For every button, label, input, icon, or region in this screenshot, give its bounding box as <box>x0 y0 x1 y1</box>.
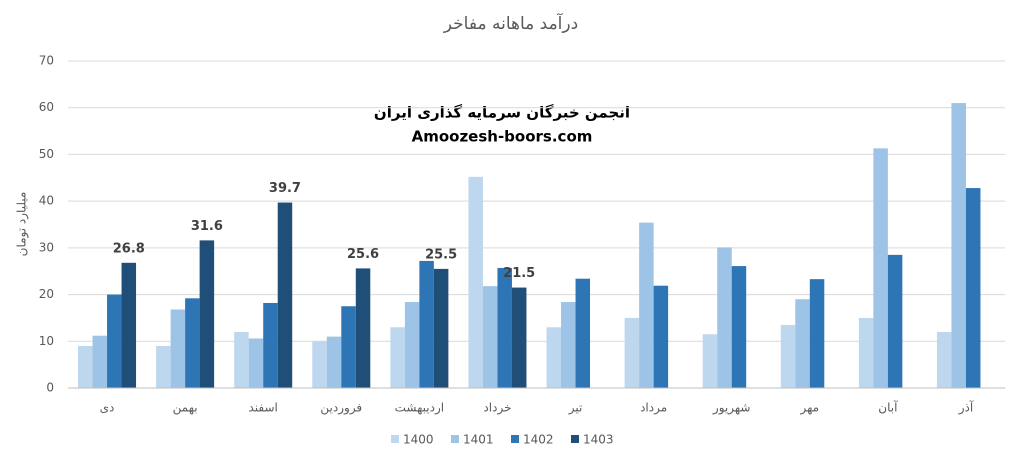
bar <box>326 336 342 388</box>
bar <box>717 247 732 388</box>
data-label: 39.7 <box>269 181 301 196</box>
watermark: Amoozesh-boors.com <box>412 128 593 146</box>
bar <box>951 103 966 389</box>
bar <box>936 331 952 388</box>
x-tick-label: بهمن <box>173 401 198 416</box>
chart-title: درآمد ماهانه مفاخر <box>443 12 578 34</box>
bar <box>312 341 327 388</box>
y-axis-label: میلیارد تومان <box>15 192 30 257</box>
data-label: 21.5 <box>503 266 535 281</box>
x-tick-label: اسفند <box>249 401 278 415</box>
bar <box>92 335 108 388</box>
bar <box>433 268 449 388</box>
y-tick-label: 70 <box>39 54 54 68</box>
bar <box>234 331 249 388</box>
x-tick-label: آبان <box>878 400 898 415</box>
bar <box>390 327 405 388</box>
bar <box>702 334 718 388</box>
y-tick-label: 0 <box>46 381 54 395</box>
bar <box>341 306 356 388</box>
bar <box>482 286 498 388</box>
bar <box>624 317 640 388</box>
y-tick-label: 30 <box>39 240 54 254</box>
y-tick-label: 10 <box>39 334 54 348</box>
bar <box>639 222 654 388</box>
bar <box>546 327 562 388</box>
bar <box>277 202 293 388</box>
bar <box>731 266 747 388</box>
x-tick-label: تیر <box>568 401 583 416</box>
bar <box>858 317 874 388</box>
x-tick-label: اردیبهشت <box>395 401 444 416</box>
x-tick-label: شهریور <box>712 401 751 416</box>
bar <box>185 298 200 388</box>
bar <box>561 302 576 388</box>
legend-swatch <box>451 435 459 443</box>
bar <box>355 268 371 388</box>
bar <box>795 299 810 388</box>
legend-swatch <box>391 435 399 443</box>
watermark: انجمن خبرگان سرمایه گذاری ایران <box>374 104 630 122</box>
x-tick-label: مهر <box>799 401 819 416</box>
y-tick-label: 50 <box>39 147 54 161</box>
bar <box>809 279 825 388</box>
bar <box>107 294 122 388</box>
legend-label: 1400 <box>403 433 434 447</box>
bar <box>780 324 796 388</box>
legend-label: 1402 <box>523 433 554 447</box>
y-tick-label: 20 <box>39 287 54 301</box>
x-tick-label: مرداد <box>640 401 667 416</box>
y-tick-label: 40 <box>39 194 54 208</box>
bar <box>121 262 137 388</box>
bar <box>468 176 483 388</box>
bar <box>575 278 591 388</box>
bar <box>170 309 186 388</box>
bar <box>653 285 669 388</box>
bar <box>873 148 888 388</box>
bar <box>887 254 903 388</box>
bar <box>263 302 278 388</box>
x-tick-label: آذر <box>958 400 974 416</box>
data-label: 31.6 <box>191 219 223 234</box>
data-label: 25.5 <box>425 247 457 262</box>
bar <box>511 287 527 388</box>
legend-label: 1401 <box>463 433 494 447</box>
bar <box>199 240 215 388</box>
bar <box>156 345 171 388</box>
y-tick-label: 60 <box>39 100 54 114</box>
bar <box>404 302 420 388</box>
data-label: 25.6 <box>347 247 379 262</box>
bar <box>497 267 512 388</box>
bar <box>78 345 93 388</box>
bar <box>965 188 981 388</box>
bar <box>419 260 434 388</box>
x-tick-label: خرداد <box>483 401 511 416</box>
x-tick-label: فروردین <box>320 401 362 416</box>
bar <box>248 338 264 388</box>
data-label: 26.8 <box>113 241 145 256</box>
x-tick-label: دی <box>100 401 115 415</box>
legend-label: 1403 <box>583 433 614 447</box>
legend-swatch <box>511 435 519 443</box>
legend-swatch <box>571 435 579 443</box>
